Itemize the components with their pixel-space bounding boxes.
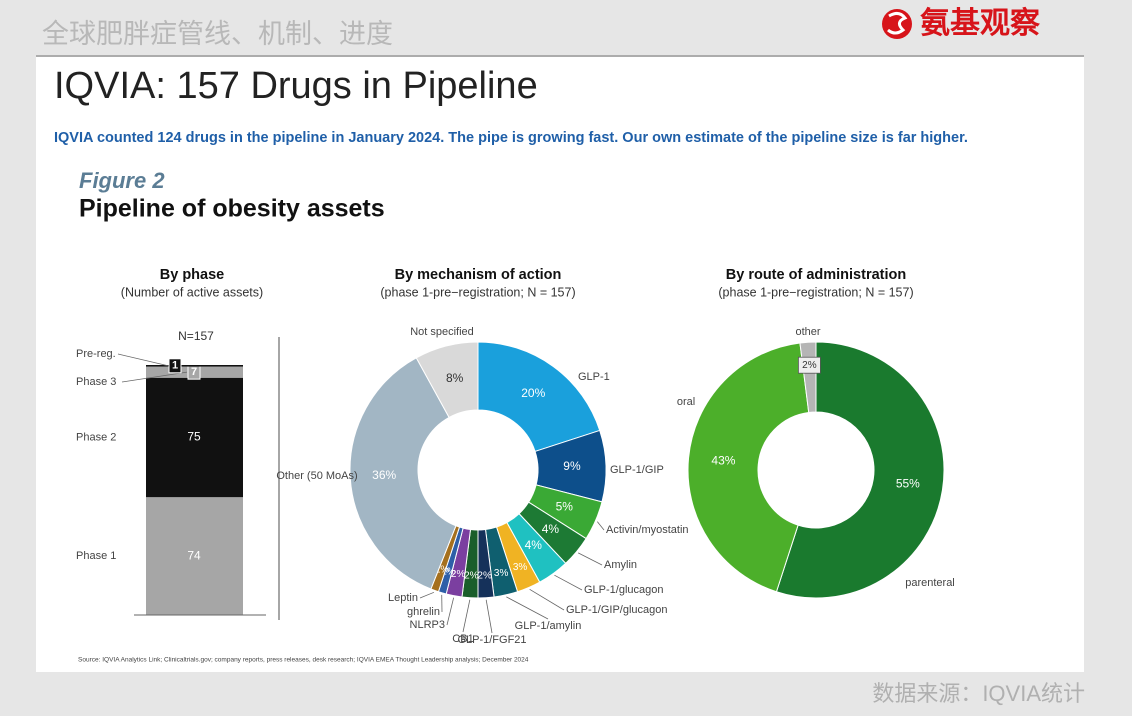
category-label: GLP-1/FGF21 xyxy=(457,634,526,646)
segment-label: 75 xyxy=(187,430,201,444)
header-title: 全球肥胖症管线、机制、进度 xyxy=(42,19,393,49)
chart-title: By route of administration xyxy=(726,267,906,283)
chart-subtitle: (phase 1-pre−registration; N = 157) xyxy=(380,285,575,299)
value-label: 9% xyxy=(563,459,581,473)
category-label: GLP-1/GIP/glucagon xyxy=(566,604,668,616)
value-label: 2% xyxy=(477,570,492,581)
value-label: 8% xyxy=(446,371,464,385)
donut-slice xyxy=(477,341,601,453)
leader-line xyxy=(121,371,188,383)
category-label: parenteral xyxy=(905,577,955,589)
value-label: 55% xyxy=(896,477,920,491)
source-note: Source: IQVIA Analytics Link; Clinicaltr… xyxy=(78,657,529,664)
value-label: 3% xyxy=(513,562,528,573)
donut-slice xyxy=(687,342,810,593)
leader-line xyxy=(485,599,493,634)
chart-subtitle: (phase 1-pre−registration; N = 157) xyxy=(718,285,913,299)
category-label: GLP-1 xyxy=(578,371,610,383)
category-label: oral xyxy=(677,396,695,408)
category-label: Not specified xyxy=(410,326,474,338)
phase-label: Phase 3 xyxy=(76,376,116,388)
phase-label: Phase 1 xyxy=(76,550,116,562)
figure-title: Pipeline of obesity assets xyxy=(79,195,385,223)
value-label: 20% xyxy=(521,386,545,400)
slide-subtitle: IQVIA counted 124 drugs in the pipeline … xyxy=(54,130,968,146)
leader-line xyxy=(462,599,471,633)
value-label: 4% xyxy=(542,522,560,536)
value-label: 2% xyxy=(802,360,817,371)
leader-line xyxy=(554,574,583,591)
category-label: NLRP3 xyxy=(410,619,445,631)
figure-label: Figure 2 xyxy=(79,168,165,193)
phase-label: Pre-reg. xyxy=(76,348,116,360)
donut-slice xyxy=(349,357,457,590)
leader-line xyxy=(529,588,565,611)
chart-title: By phase xyxy=(160,267,224,283)
segment-badge xyxy=(168,358,182,374)
slide-title: IQVIA: 157 Drugs in Pipeline xyxy=(54,65,538,107)
bar-segment xyxy=(146,377,243,498)
category-label: other xyxy=(795,326,820,338)
category-label: Leptin xyxy=(388,592,418,604)
category-label: CB1 xyxy=(452,633,473,645)
value-label: 2% xyxy=(464,570,479,581)
leader-line xyxy=(419,591,435,599)
chart-title: By mechanism of action xyxy=(395,267,562,283)
category-label: ghrelin xyxy=(407,606,440,618)
segment-label: 74 xyxy=(187,548,201,562)
phase-label: Phase 2 xyxy=(76,431,116,443)
category-label: Other (50 MoAs) xyxy=(276,470,357,482)
segment-label: 7 xyxy=(191,366,197,378)
leader-line xyxy=(596,521,605,531)
leader-line xyxy=(446,597,455,626)
footer-note: 数据来源：IQVIA统计 xyxy=(872,681,1085,706)
category-label: Activin/myostatin xyxy=(606,524,689,536)
leader-line xyxy=(506,596,549,620)
category-label: GLP-1/glucagon xyxy=(584,584,664,596)
leader-line xyxy=(577,552,603,566)
value-label: 5% xyxy=(556,500,574,514)
bar-segment xyxy=(146,497,243,615)
segment-label: 1 xyxy=(172,360,178,372)
value-label: 3% xyxy=(494,568,509,579)
value-label: 43% xyxy=(711,453,735,467)
value-label: 1% xyxy=(441,566,456,577)
chart-total: N=157 xyxy=(178,329,214,343)
value-label: 2% xyxy=(451,569,466,580)
value-label: 4% xyxy=(525,538,543,552)
bar-segment xyxy=(146,365,243,367)
value-label: 1% xyxy=(435,564,450,575)
category-label: Amylin xyxy=(604,559,637,571)
value-box xyxy=(798,356,821,374)
leader-line xyxy=(117,353,169,367)
donut-slice xyxy=(775,341,945,599)
logo-text: 氨基观察 xyxy=(920,6,1041,40)
category-label: GLP-1/GIP xyxy=(610,464,664,476)
value-label: 36% xyxy=(372,468,396,482)
donut-slice xyxy=(415,341,479,419)
chart-subtitle: (Number of active assets) xyxy=(121,285,263,299)
category-label: GLP-1/amylin xyxy=(515,620,582,632)
logo-swoosh xyxy=(887,11,908,35)
